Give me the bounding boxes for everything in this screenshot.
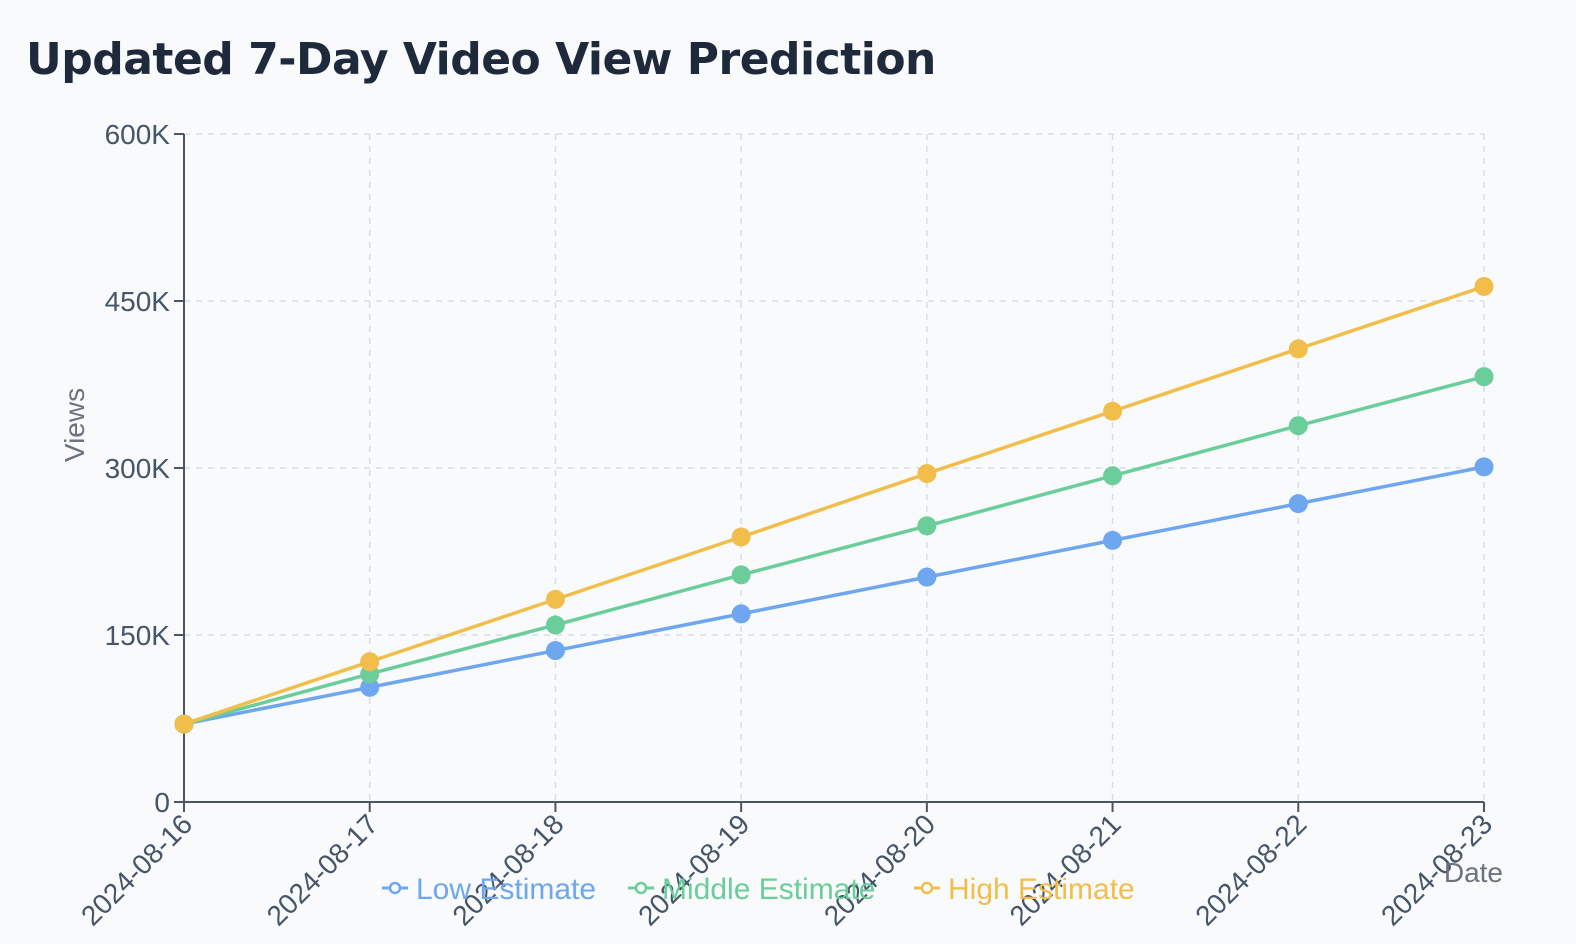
legend-label: Middle Estimate (662, 873, 875, 906)
legend-item-low-estimate: Low Estimate (382, 873, 596, 906)
data-point-high-estimate (1474, 277, 1494, 297)
legend-item-middle-estimate: Middle Estimate (628, 873, 875, 906)
data-point-low-estimate (731, 604, 751, 624)
data-point-middle-estimate (917, 516, 937, 536)
data-points (174, 277, 1494, 734)
y-tick-label: 450K (105, 286, 171, 317)
y-axis-title: Views (59, 388, 90, 462)
data-point-high-estimate (917, 464, 937, 484)
legend-label: Low Estimate (416, 873, 596, 906)
data-point-low-estimate (1474, 457, 1494, 477)
data-point-middle-estimate (545, 615, 565, 635)
legend: Low Estimate Middle Estimate High Estimate (382, 873, 1135, 906)
series-line-low-estimate (183, 465, 1485, 726)
y-tick-label: 300K (105, 453, 171, 484)
x-tick-label: 2024-08-17 (261, 808, 384, 931)
data-point-middle-estimate (1474, 367, 1494, 387)
data-point-low-estimate (360, 677, 380, 697)
grid (184, 133, 1485, 802)
x-tick-label: 2024-08-18 (446, 808, 569, 931)
x-tick-label: 2024-08-16 (75, 808, 198, 931)
legend-label: High Estimate (948, 873, 1135, 906)
data-point-low-estimate (545, 641, 565, 661)
legend-swatch-marker (388, 881, 402, 895)
data-point-high-estimate (174, 714, 194, 734)
axes (174, 133, 1485, 812)
data-point-high-estimate (360, 652, 380, 672)
data-point-middle-estimate (731, 565, 751, 585)
data-point-high-estimate (1288, 339, 1308, 359)
legend-swatch-marker (920, 881, 934, 895)
series-line-middle-estimate (183, 375, 1485, 726)
data-point-high-estimate (1103, 401, 1123, 421)
data-point-high-estimate (731, 527, 751, 547)
x-tick-labels: 2024-08-16 2024-08-17 2024-08-18 2024-08-19… (75, 808, 1498, 931)
data-point-low-estimate (1288, 494, 1308, 514)
y-tick-labels: 0 150K 300K 450K 600K (105, 119, 171, 818)
y-tick-label: 0 (154, 787, 170, 818)
x-axis-title: Date (1444, 857, 1503, 888)
legend-item-high-estimate: High Estimate (914, 873, 1135, 906)
chart-title: Updated 7-Day Video View Prediction (26, 34, 936, 85)
x-tick-label: 2024-08-19 (632, 808, 755, 931)
data-point-low-estimate (1103, 530, 1123, 550)
data-point-middle-estimate (1103, 466, 1123, 486)
series-lines (183, 284, 1485, 726)
y-tick-label: 600K (105, 119, 171, 150)
series-line-high-estimate (183, 284, 1485, 726)
data-point-high-estimate (545, 589, 565, 609)
x-tick-label: 2024-08-20 (818, 808, 941, 931)
legend-swatch-marker (634, 881, 648, 895)
data-point-middle-estimate (1288, 416, 1308, 436)
data-point-low-estimate (917, 567, 937, 587)
x-tick-label: 2024-08-21 (1004, 808, 1127, 931)
y-tick-label: 150K (105, 620, 171, 651)
x-tick-label: 2024-08-22 (1189, 808, 1312, 931)
